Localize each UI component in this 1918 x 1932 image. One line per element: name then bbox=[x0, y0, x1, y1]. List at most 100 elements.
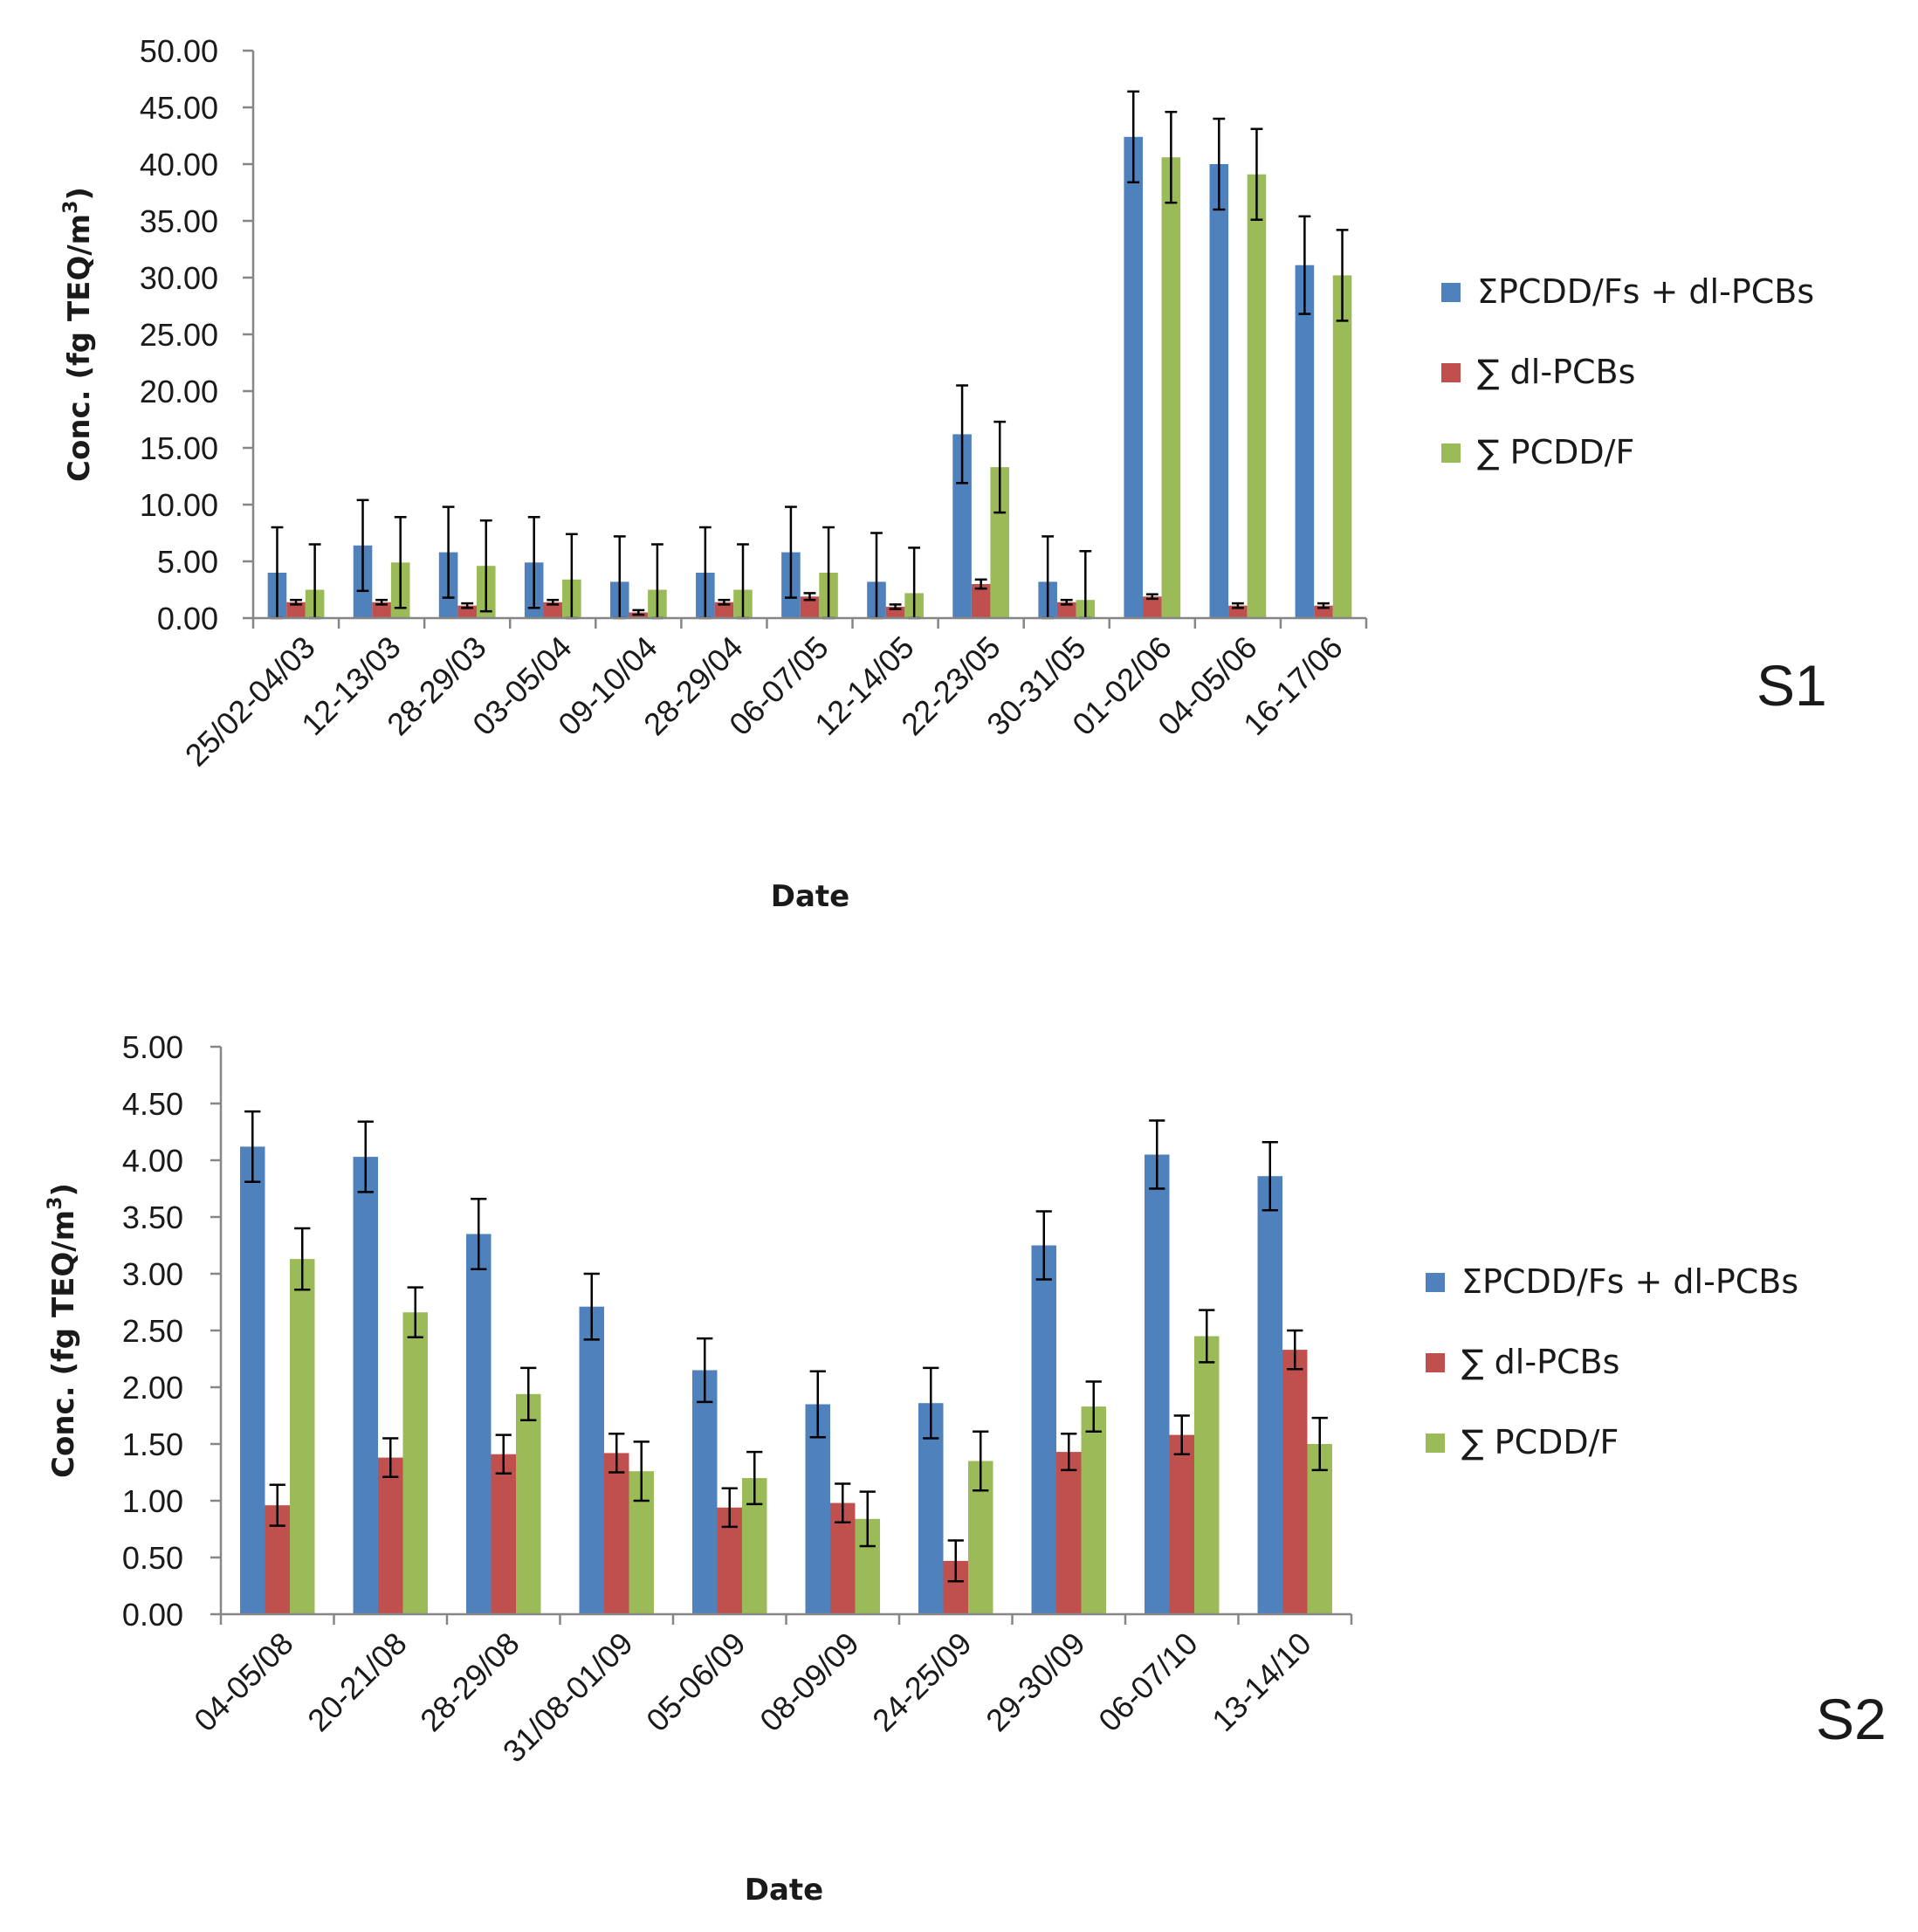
bar-total bbox=[1257, 1176, 1283, 1614]
legend-swatch-dl-pcbs bbox=[1441, 363, 1461, 382]
legend-swatch-pcdd-f bbox=[1441, 443, 1461, 463]
legend-swatch-dl-pcbs bbox=[1426, 1353, 1445, 1372]
x-tick-label: 28-29/08 bbox=[413, 1626, 526, 1738]
chart-s1-x-tick-labels: 25/02-04/03 12-13/03 28-29/03 03-05/04 0… bbox=[178, 629, 1350, 773]
y-axis-title-close: ) bbox=[46, 1183, 81, 1197]
x-tick-label: 13-14/10 bbox=[1205, 1626, 1317, 1738]
y-axis-title-text: Conc. (fg TEQ/m bbox=[46, 1210, 81, 1478]
bar-pcdd-f bbox=[1193, 1336, 1220, 1614]
y-tick-label: 3.50 bbox=[122, 1200, 183, 1235]
x-tick-label: 08-09/09 bbox=[753, 1626, 865, 1738]
bar-total bbox=[1124, 136, 1144, 619]
chart-s1: 0.00 5.00 10.00 15.00 20.00 25.00 30.00 … bbox=[60, 33, 1827, 914]
legend-label-total: ΣPCDD/Fs + dl-PCBs bbox=[1461, 1262, 1798, 1301]
x-tick-label: 25/02-04/03 bbox=[178, 629, 322, 773]
bar-pcdd-f bbox=[1081, 1406, 1106, 1614]
bar-pcdd-f bbox=[1332, 275, 1352, 618]
bar-pcdd-f bbox=[1247, 174, 1267, 618]
y-axis-title-superscript: 3 bbox=[60, 201, 82, 214]
bar-dl-pcbs bbox=[714, 602, 734, 618]
x-tick-label: 24-25/09 bbox=[865, 1626, 978, 1738]
chart-s2-axis-ticks bbox=[210, 1045, 1353, 1625]
legend-label-pcdd-f: ∑ PCDD/F bbox=[1477, 433, 1634, 471]
y-axis-title-superscript: 3 bbox=[45, 1197, 66, 1210]
y-tick-label: 1.50 bbox=[122, 1427, 183, 1462]
panel-label-s1: S1 bbox=[1756, 653, 1827, 718]
x-tick-label: 06-07/10 bbox=[1091, 1626, 1204, 1738]
y-tick-label: 25.00 bbox=[140, 317, 218, 353]
y-tick-label: 50.00 bbox=[140, 33, 218, 69]
x-tick-label: 04-05/08 bbox=[187, 1626, 299, 1738]
panel-label-s2: S2 bbox=[1816, 1687, 1887, 1751]
bar-dl-pcbs bbox=[971, 584, 991, 618]
y-tick-label: 3.00 bbox=[122, 1256, 183, 1292]
chart-s1-axis-ticks bbox=[243, 49, 1368, 629]
y-tick-label: 4.00 bbox=[122, 1143, 183, 1179]
legend-swatch-total bbox=[1426, 1273, 1445, 1292]
legend-label-pcdd-f: ∑ PCDD/F bbox=[1461, 1423, 1619, 1461]
bar-total bbox=[692, 1370, 718, 1614]
bar-pcdd-f bbox=[402, 1312, 428, 1614]
legend-label-dl-pcbs: ∑ dl-PCBs bbox=[1461, 1343, 1619, 1381]
bar-total bbox=[1145, 1154, 1170, 1614]
bar-pcdd-f bbox=[1161, 157, 1181, 618]
bar-total bbox=[1295, 265, 1315, 618]
legend-swatch-total bbox=[1441, 283, 1461, 302]
y-tick-label: 0.00 bbox=[157, 601, 218, 636]
x-tick-label: 20-21/08 bbox=[300, 1626, 413, 1738]
legend-label-dl-pcbs: ∑ dl-PCBs bbox=[1477, 353, 1635, 391]
bar-dl-pcbs bbox=[286, 602, 306, 618]
bar-total bbox=[1209, 164, 1229, 618]
y-tick-label: 1.00 bbox=[122, 1483, 183, 1519]
y-tick-label: 35.00 bbox=[140, 203, 218, 239]
bar-dl-pcbs bbox=[1169, 1434, 1194, 1614]
chart-s2-y-axis-title: Conc. (fg TEQ/m3) bbox=[45, 1183, 81, 1478]
y-tick-label: 45.00 bbox=[140, 90, 218, 126]
bar-total bbox=[1031, 1245, 1057, 1614]
chart-s2-errorbars bbox=[244, 1110, 1328, 1583]
bar-pcdd-f bbox=[289, 1259, 315, 1614]
bar-dl-pcbs bbox=[543, 602, 563, 618]
chart-s1-x-axis-title: Date bbox=[771, 879, 849, 914]
bar-total bbox=[466, 1234, 492, 1614]
chart-s1-legend: ΣPCDD/Fs + dl-PCBs ∑ dl-PCBs ∑ PCDD/F bbox=[1441, 272, 1814, 471]
bar-dl-pcbs bbox=[1143, 596, 1162, 618]
bar-dl-pcbs bbox=[378, 1457, 403, 1614]
bar-pcdd-f bbox=[1307, 1444, 1332, 1614]
x-tick-label: 29-30/09 bbox=[979, 1626, 1091, 1738]
bar-total bbox=[353, 1157, 379, 1614]
y-axis-title-text: Conc. (fg TEQ/m bbox=[62, 214, 97, 482]
bar-dl-pcbs bbox=[1282, 1350, 1308, 1614]
chart-s2: 0.00 0.50 1.00 1.50 2.00 2.50 3.00 3.50 … bbox=[45, 1029, 1887, 1908]
bar-dl-pcbs bbox=[1056, 602, 1076, 618]
y-tick-label: 40.00 bbox=[140, 147, 218, 182]
y-tick-label: 2.00 bbox=[122, 1370, 183, 1406]
legend-swatch-pcdd-f bbox=[1426, 1434, 1445, 1453]
bar-dl-pcbs bbox=[372, 602, 391, 618]
x-tick-label: 05-06/09 bbox=[639, 1626, 752, 1738]
y-tick-label: 30.00 bbox=[140, 260, 218, 296]
chart-s2-legend: ΣPCDD/Fs + dl-PCBs ∑ dl-PCBs ∑ PCDD/F bbox=[1426, 1262, 1798, 1461]
y-tick-label: 20.00 bbox=[140, 374, 218, 409]
bar-total bbox=[952, 434, 972, 618]
chart-s1-y-tick-labels: 0.00 5.00 10.00 15.00 20.00 25.00 30.00 … bbox=[140, 33, 218, 636]
chart-s1-y-axis-title: Conc. (fg TEQ/m3) bbox=[60, 187, 97, 482]
chart-s1-errorbars bbox=[271, 90, 1349, 620]
y-tick-label: 5.00 bbox=[157, 544, 218, 580]
y-tick-label: 0.00 bbox=[122, 1597, 183, 1633]
chart-s2-x-axis-title: Date bbox=[745, 1873, 823, 1908]
legend-label-total: ΣPCDD/Fs + dl-PCBs bbox=[1477, 272, 1814, 311]
y-tick-label: 0.50 bbox=[122, 1540, 183, 1576]
y-axis-title-close: ) bbox=[62, 187, 97, 201]
bar-total bbox=[579, 1306, 605, 1614]
y-tick-label: 15.00 bbox=[140, 430, 218, 466]
bar-dl-pcbs bbox=[800, 596, 820, 618]
chart-s2-x-tick-labels: 04-05/08 20-21/08 28-29/08 31/08-01/09 0… bbox=[187, 1626, 1317, 1770]
bar-total bbox=[805, 1404, 831, 1614]
bar-dl-pcbs bbox=[491, 1454, 516, 1614]
chart-s1-bars bbox=[267, 136, 1352, 619]
bar-pcdd-f bbox=[515, 1393, 541, 1614]
y-tick-label: 4.50 bbox=[122, 1086, 183, 1122]
y-tick-label: 5.00 bbox=[122, 1029, 183, 1065]
